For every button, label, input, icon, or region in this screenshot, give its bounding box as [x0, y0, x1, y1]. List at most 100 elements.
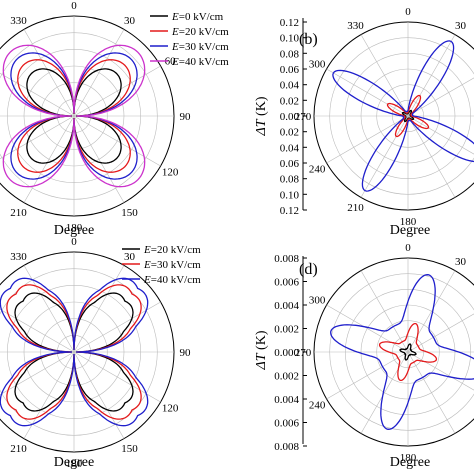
panel-a: 0306090120150180210240270300330 Degree E… [0, 0, 229, 238]
grid-spoke [360, 351, 409, 434]
angle-tick-label: 180 [400, 216, 417, 228]
radial-tick-label: 0.004 [274, 300, 299, 312]
radial-tick-label: 0.04 [280, 80, 300, 92]
panel-c-series [0, 277, 149, 427]
angle-tick-label: 90 [180, 111, 192, 123]
radial-tick-label: 0.02 [280, 127, 299, 139]
legend-c-label-2: E=40 kV/cm [143, 274, 201, 286]
panel-b-label: (b) [299, 31, 318, 48]
angle-tick-label: 300 [309, 59, 326, 71]
angle-tick-label: 330 [10, 251, 27, 263]
series-line [10, 52, 138, 180]
angle-tick-label: 120 [162, 167, 179, 179]
angle-tick-label: 240 [309, 400, 326, 412]
radial-tick-label: 0.10 [280, 189, 300, 201]
angle-tick-label: 150 [121, 207, 138, 219]
angle-tick-label: 30 [455, 20, 467, 32]
grid-spoke [73, 115, 125, 203]
radial-tick-label: 0.04 [280, 142, 300, 154]
panel-d-radial-ticks: 0.008 0.006 0.004 0.002 0.000 0.002 0.004 0.006… [274, 253, 307, 453]
panel-c: 0 30 90 120 150 180 210 330 Degree E=20 kV/cm E… [0, 236, 201, 470]
series-line [17, 59, 131, 173]
angle-tick-label: 180 [66, 222, 83, 234]
series-line [2, 44, 146, 188]
legend-a-label-2: E=30 kV/cm [171, 41, 229, 53]
grid-spoke [326, 68, 409, 117]
angle-tick-label: 30 [124, 15, 136, 27]
grid-spoke [326, 304, 409, 353]
radial-tick-label: 0.02 [280, 95, 299, 107]
grid-spoke [23, 115, 75, 203]
grid-spoke [73, 351, 161, 403]
grid-spoke [0, 115, 75, 160]
panel-b-ylabel: ΔT (K) [254, 96, 269, 136]
radial-tick-label: 0.12 [280, 17, 299, 29]
grid-spoke [73, 301, 161, 353]
grid-spoke [326, 351, 409, 400]
grid-spoke [73, 29, 125, 117]
panel-b-grid [313, 21, 474, 211]
grid-spoke [407, 115, 474, 155]
series-line [401, 109, 415, 123]
angle-tick-label: 0 [405, 6, 411, 18]
series-line [0, 277, 149, 427]
grid-spoke [407, 270, 456, 353]
grid-spoke [23, 351, 75, 439]
series-line [399, 343, 417, 361]
panel-d-grid [313, 257, 474, 447]
panel-d-xlabel: Degree [390, 455, 430, 470]
radial-tick-label: 0.08 [280, 48, 300, 60]
grid-spoke [73, 65, 161, 117]
legend-a-label-0: E=0 kV/cm [171, 11, 224, 23]
legend-a-label-3: E=40 kV/cm [171, 56, 229, 68]
angle-tick-label: 180 [400, 452, 417, 464]
angle-tick-label: 0 [71, 0, 77, 12]
grid-spoke [407, 351, 474, 391]
radial-tick-label: 0.002 [274, 371, 299, 383]
radial-tick-label: 0.006 [274, 418, 299, 430]
panel-b-series [332, 40, 474, 192]
radial-tick-label: 0.002 [274, 324, 299, 336]
angle-tick-label: 240 [309, 164, 326, 176]
radial-tick-label: 0.10 [280, 33, 300, 45]
angle-tick-label: 30 [124, 251, 136, 263]
angle-tick-label: 210 [347, 202, 364, 214]
panel-c-legend: E=20 kV/cm E=30 kV/cm E=40 kV/cm [122, 244, 201, 286]
grid-spoke [407, 115, 456, 198]
angle-tick-label: 180 [66, 458, 83, 470]
angle-tick-label: 30 [455, 256, 467, 268]
panel-c-angle-labels: 0 30 90 120 150 180 210 330 [10, 236, 191, 470]
series-line [330, 274, 474, 430]
grid-spoke [407, 313, 474, 353]
panel-d-series [330, 274, 474, 430]
grid-spoke [73, 265, 125, 353]
radial-tick-label: 0.08 [280, 174, 300, 186]
panel-b: 03060240270300330180210 0.120.100.080.06… [254, 6, 474, 238]
legend-c-label-1: E=30 kV/cm [143, 259, 201, 271]
grid-spoke [407, 77, 474, 117]
panel-a-grid [0, 15, 175, 217]
grid-spoke [360, 270, 409, 353]
grid-spoke [360, 34, 409, 117]
grid-spoke [326, 115, 409, 164]
radial-tick-label: 0.12 [280, 205, 299, 217]
angle-tick-label: 210 [10, 443, 27, 455]
angle-tick-label: 210 [10, 207, 27, 219]
radial-tick-label: 0.008 [274, 253, 299, 265]
panel-a-angle-labels: 0306090120150180210240270300330 [10, 0, 192, 234]
radial-tick-label: 0.006 [274, 277, 299, 289]
radial-tick-label: 0.00 [280, 111, 300, 123]
panel-b-angle-labels: 03060240270300330180210 [295, 6, 467, 228]
panel-a-legend: E=0 kV/cm E=20 kV/cm E=30 kV/cm E=40 kV/… [150, 11, 229, 68]
grid-spoke [73, 115, 161, 167]
angle-tick-label: 120 [162, 403, 179, 415]
panel-b-radial-ticks: 0.12 0.10 0.08 0.06 0.04 0.02 0.00 0.02 0.04 0.06… [280, 17, 307, 217]
grid-spoke [407, 351, 456, 434]
radial-tick-label: 0.008 [274, 441, 299, 453]
series-line [26, 68, 122, 164]
grid-spoke [23, 265, 75, 353]
panel-a-series [2, 44, 146, 188]
radial-tick-label: 0.06 [280, 64, 300, 76]
